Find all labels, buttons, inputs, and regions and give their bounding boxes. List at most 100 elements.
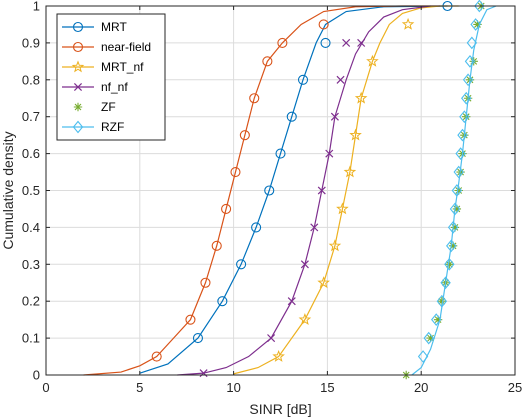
- y-tick-label: 0.5: [22, 183, 40, 198]
- data-point: [277, 37, 288, 48]
- legend-label: MRT: [101, 20, 127, 34]
- data-point: [466, 36, 478, 50]
- data-point: [310, 223, 319, 232]
- data-point: [317, 186, 326, 195]
- data-point: [426, 333, 435, 343]
- data-point: [300, 260, 309, 269]
- data-point: [200, 277, 211, 288]
- data-point: [440, 276, 451, 290]
- data-point: [452, 204, 462, 214]
- data-point: [287, 297, 296, 306]
- data-point: [457, 128, 468, 142]
- data-point: [328, 239, 342, 252]
- data-point: [354, 91, 368, 104]
- data-point: [192, 333, 204, 344]
- data-point: [239, 130, 250, 141]
- data-point: [450, 223, 460, 232]
- legend-item-MRT_nf: MRT_nf: [62, 60, 144, 74]
- data-point: [447, 221, 459, 234]
- data-point: [366, 54, 379, 67]
- data-point: [454, 186, 463, 195]
- legend-label: RZF: [101, 120, 124, 134]
- data-point: [251, 222, 262, 233]
- series-line: [411, 5, 497, 376]
- data-point: [446, 239, 457, 253]
- axes: 0 5 10 15 20 25 0 0.1 0.2 0.3 0.4 0.5 0.6 0.7 0.8 0.9 1: [22, 0, 522, 395]
- data-point: [470, 18, 481, 31]
- data-point: [451, 184, 463, 197]
- data-point: [437, 297, 447, 306]
- series-MRT: [139, 0, 453, 374]
- legend: MRT near-field MRT_nf nf_nf ZF RZF: [56, 13, 166, 141]
- series-RZF: [411, 0, 497, 376]
- y-tick-label: 0.2: [22, 294, 40, 309]
- data-point: [453, 165, 464, 179]
- y-tick-label: 0.7: [22, 109, 40, 124]
- data-point: [461, 91, 472, 105]
- x-tick-label: 5: [136, 380, 143, 395]
- data-point: [317, 276, 330, 289]
- legend-item-MRT: MRT: [62, 20, 127, 34]
- data-point: [286, 111, 297, 122]
- data-point: [433, 315, 443, 324]
- data-point: [343, 165, 357, 178]
- data-point: [462, 73, 474, 87]
- legend-label: nf_nf: [101, 80, 128, 94]
- data-point: [459, 110, 470, 124]
- y-axis-title: Cumulative density: [0, 131, 16, 249]
- data-point: [262, 56, 273, 67]
- data-point: [236, 259, 247, 270]
- y-tick-label: 0.6: [22, 146, 40, 161]
- data-point: [221, 203, 232, 214]
- legend-label: ZF: [101, 100, 116, 114]
- y-tick-label: 0.3: [22, 257, 40, 272]
- data-point: [357, 38, 366, 47]
- legend-item-nf_nf: nf_nf: [62, 80, 128, 94]
- data-point: [272, 349, 285, 362]
- y-tick-label: 0.8: [22, 72, 40, 87]
- data-point: [423, 331, 434, 345]
- y-tick-label: 1: [33, 0, 40, 14]
- legend-box: [56, 13, 166, 141]
- data-point: [211, 240, 222, 251]
- series-nf_nf: [177, 5, 431, 378]
- series-line: [83, 5, 440, 376]
- series-line: [177, 5, 431, 376]
- legend-label: MRT_nf: [101, 60, 144, 74]
- x-tick-label: 25: [508, 380, 522, 395]
- x-tick-label: 0: [42, 380, 49, 395]
- series-layer: [83, 0, 497, 380]
- series-line: [139, 5, 448, 374]
- data-point: [336, 202, 349, 215]
- y-tick-label: 0.4: [22, 220, 40, 235]
- data-point: [464, 54, 476, 68]
- data-point: [445, 260, 454, 269]
- data-point: [417, 350, 429, 363]
- data-point: [185, 314, 196, 325]
- x-tick-label: 20: [414, 380, 428, 395]
- data-point: [72, 21, 84, 33]
- data-point: [325, 149, 334, 158]
- series-line: [233, 5, 459, 375]
- data-point: [73, 82, 83, 92]
- y-tick-label: 0.1: [22, 331, 40, 346]
- data-point: [297, 74, 309, 85]
- data-point: [298, 313, 312, 326]
- data-point: [71, 60, 85, 73]
- data-point: [330, 112, 339, 121]
- data-point: [336, 75, 345, 84]
- data-point: [444, 257, 455, 271]
- data-point: [449, 202, 461, 216]
- data-point: [342, 38, 351, 47]
- series-near-field: [83, 5, 440, 376]
- y-tick-label: 0: [33, 368, 40, 383]
- data-point: [448, 241, 458, 251]
- data-point: [401, 17, 415, 30]
- legend-item-near-field: near-field: [62, 40, 151, 54]
- data-point: [199, 369, 208, 378]
- data-point: [349, 128, 362, 141]
- data-point: [264, 185, 275, 196]
- legend-item-ZF: ZF: [73, 100, 116, 114]
